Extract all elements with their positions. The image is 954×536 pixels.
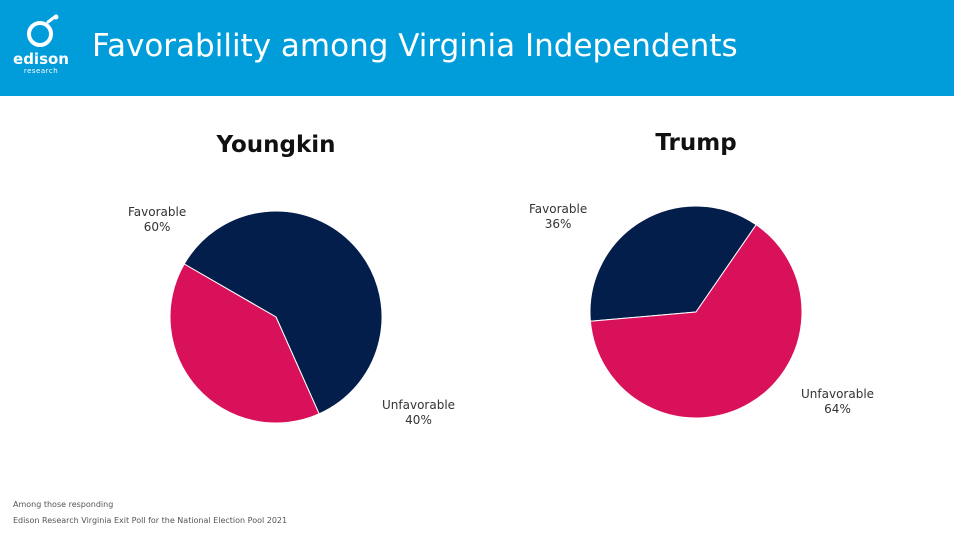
label-unfavorable-value: 40% <box>405 413 432 427</box>
label-favorable: Favorable 60% <box>128 205 186 235</box>
footnote-responding: Among those responding <box>13 500 114 509</box>
label-unfavorable-name: Unfavorable <box>801 387 875 401</box>
chart-title: Youngkin <box>216 132 336 158</box>
slice-unfavorable <box>589 224 803 419</box>
label-unfavorable: Unfavorable 40% <box>382 398 455 428</box>
label-unfavorable-value: 64% <box>824 402 851 416</box>
slice-favorable <box>589 205 757 322</box>
label-favorable-value: 36% <box>544 217 572 231</box>
logo-subtext: research <box>23 67 59 75</box>
label-favorable-value: 60% <box>143 220 171 234</box>
pie-svg <box>169 210 383 424</box>
header-banner: edison research Favorability among Virgi… <box>0 0 954 96</box>
slice-unfavorable <box>169 263 320 424</box>
label-favorable-name: Favorable <box>529 202 588 216</box>
logo-wordmark: edison <box>13 50 69 68</box>
edison-research-logo: edison research <box>10 14 72 80</box>
page-title: Favorability among Virginia Independents <box>92 28 738 64</box>
label-favorable-name: Favorable <box>128 205 187 219</box>
chart-title: Trump <box>655 130 737 156</box>
lightbulb-icon <box>27 14 59 47</box>
pie-svg <box>589 205 803 419</box>
label-unfavorable-name: Unfavorable <box>382 398 456 412</box>
youngkin-pie-chart: Youngkin Favorable 60% Unfavorable 40% <box>56 120 496 460</box>
trump-pie-chart: Trump Favorable 36% Unfavorable 64% <box>476 120 916 460</box>
footnote-source: Edison Research Virginia Exit Poll for t… <box>13 516 288 525</box>
label-favorable: Favorable 36% <box>529 202 587 232</box>
slice-favorable <box>183 210 383 415</box>
label-unfavorable: Unfavorable 64% <box>801 387 874 417</box>
